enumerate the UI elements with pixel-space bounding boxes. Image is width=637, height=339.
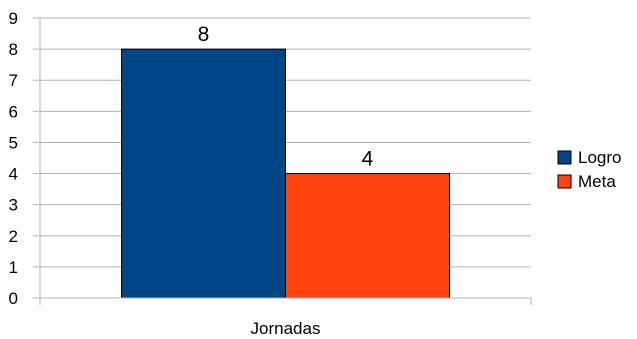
y-tick-label: 1 bbox=[9, 258, 18, 277]
y-tick-label: 6 bbox=[9, 102, 18, 121]
bar-logro bbox=[121, 48, 286, 299]
y-tick-label: 5 bbox=[9, 133, 18, 152]
data-labels: 84 bbox=[198, 23, 374, 170]
legend-swatch-logro bbox=[557, 150, 572, 165]
y-tick-label: 3 bbox=[9, 196, 18, 215]
bars bbox=[121, 48, 450, 299]
legend-label-logro: Logro bbox=[578, 148, 621, 167]
y-tick-label: 0 bbox=[9, 289, 18, 308]
data-label: 4 bbox=[362, 148, 374, 171]
y-tick-label: 7 bbox=[9, 71, 18, 90]
data-label: 8 bbox=[198, 23, 210, 46]
y-tick-label: 2 bbox=[9, 227, 18, 246]
legend-swatch-meta bbox=[557, 174, 572, 189]
legend: Logro Meta bbox=[557, 148, 621, 191]
y-tick-label: 4 bbox=[9, 165, 18, 184]
y-tick-label: 9 bbox=[9, 9, 18, 28]
bar-meta bbox=[285, 173, 450, 299]
x-tick-label: Jornadas bbox=[251, 319, 321, 338]
axes bbox=[39, 18, 532, 305]
legend-label-meta: Meta bbox=[578, 172, 616, 191]
y-axis-ticks: 0 1 2 3 4 5 6 7 8 9 bbox=[9, 9, 40, 308]
y-tick-label: 8 bbox=[9, 40, 18, 59]
